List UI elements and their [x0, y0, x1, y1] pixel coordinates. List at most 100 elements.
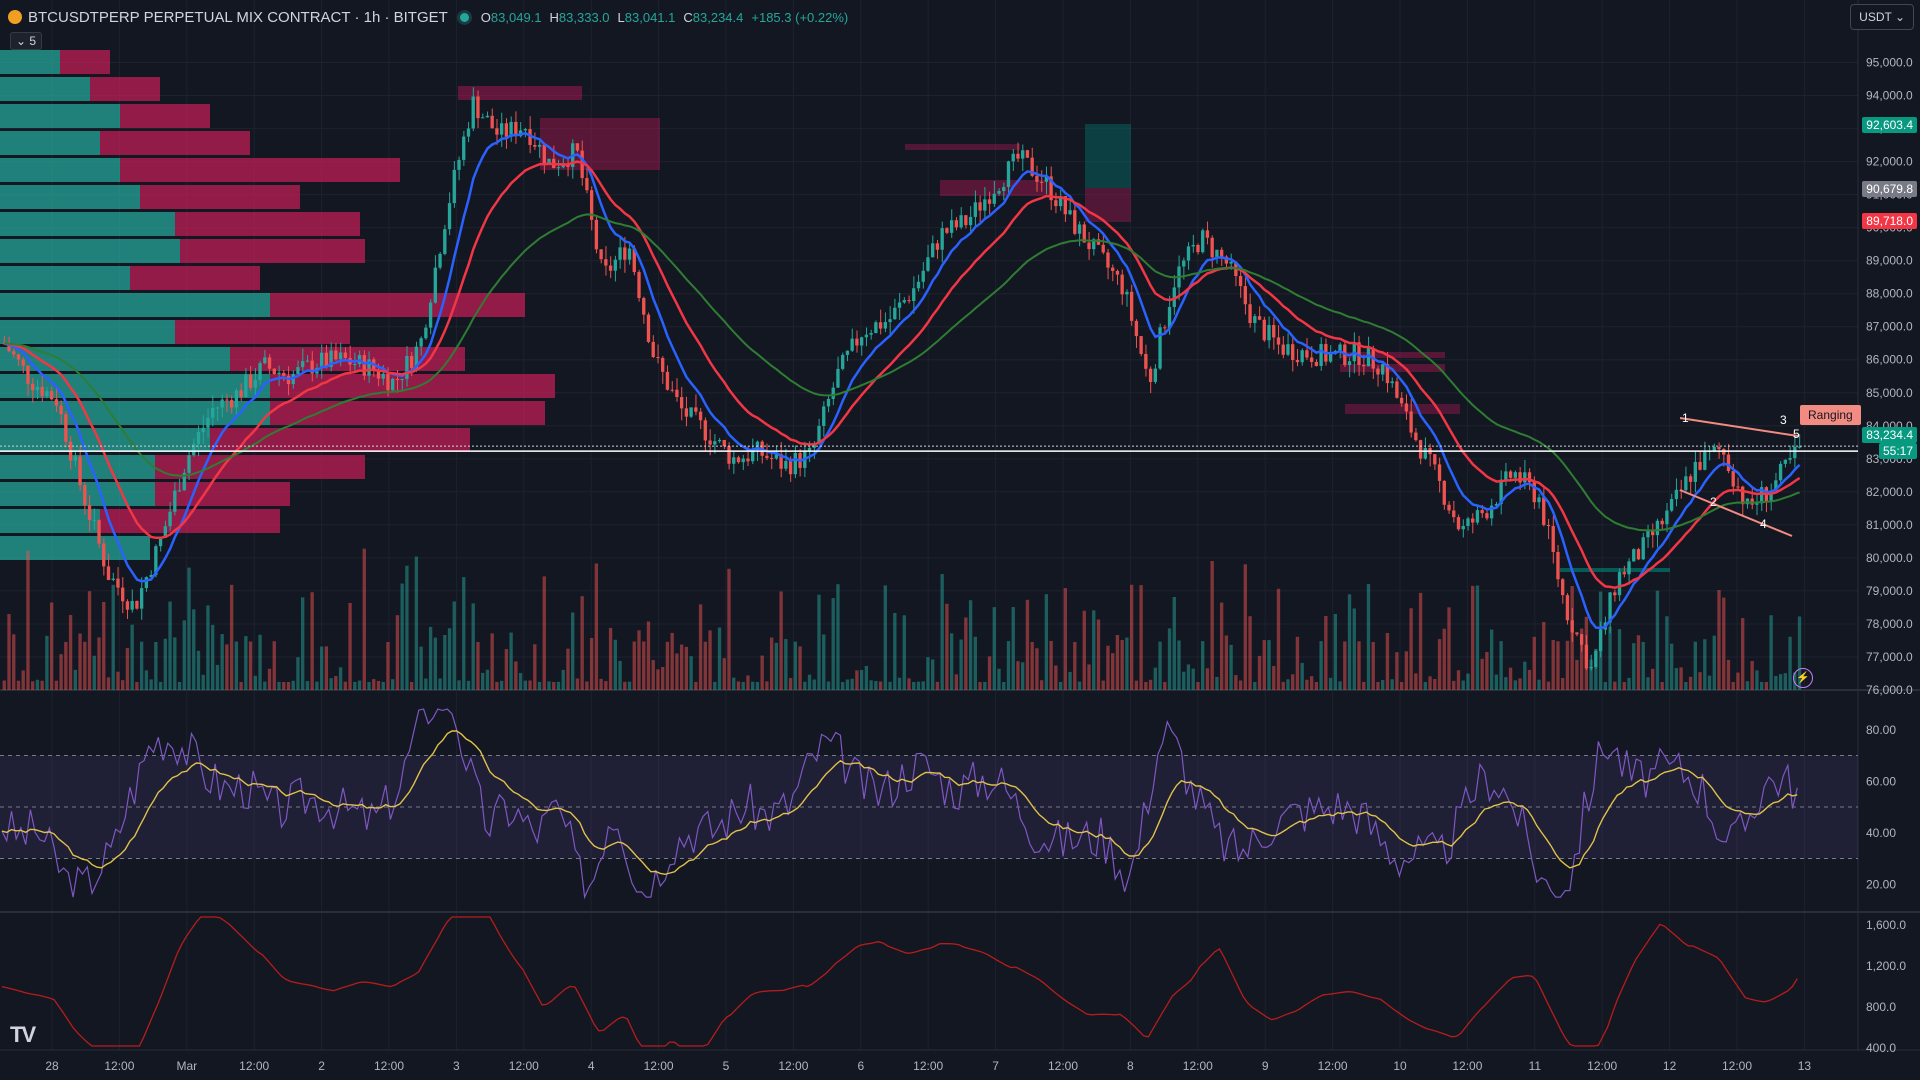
- volume-bar: [386, 642, 390, 690]
- volume-bar: [357, 680, 362, 690]
- candle-body: [613, 259, 617, 271]
- candle-body: [912, 288, 916, 301]
- candle-body: [485, 115, 490, 118]
- candle-body: [1054, 200, 1058, 207]
- volume-bar: [713, 681, 717, 690]
- volume-profile-sell: [90, 77, 160, 101]
- volume-bar: [481, 672, 485, 690]
- price-label-3: 89,718.0: [1862, 213, 1917, 229]
- low-value: 83,041.1: [624, 9, 676, 25]
- volume-bar: [135, 681, 139, 690]
- candle-body: [310, 360, 314, 374]
- tradingview-logo[interactable]: TV: [10, 1022, 36, 1047]
- time-tick: 10: [1393, 1059, 1407, 1073]
- volume-bar: [1636, 635, 1641, 690]
- volume-bar: [1025, 599, 1030, 690]
- candle-body: [1257, 316, 1262, 320]
- candle-body: [1077, 224, 1082, 234]
- volume-bar: [1276, 588, 1281, 690]
- currency-select[interactable]: USDT ⌄: [1850, 4, 1914, 30]
- volume-bar: [471, 603, 475, 690]
- volume-bar: [817, 594, 821, 690]
- candle-body: [637, 272, 641, 299]
- candle-body: [376, 370, 381, 379]
- volume-bar: [35, 679, 40, 690]
- indicator-collapse-button[interactable]: ⌄ 5: [10, 32, 43, 50]
- candle-body: [935, 243, 940, 250]
- alert-bolt-icon[interactable]: ⚡: [1793, 668, 1813, 688]
- candle-body: [220, 399, 224, 408]
- volume-bar: [414, 556, 419, 690]
- time-tick: 7: [992, 1059, 999, 1073]
- candle-body: [604, 259, 608, 266]
- candle-body: [921, 270, 925, 282]
- volume-bar: [26, 550, 30, 690]
- volume-bar: [1215, 676, 1219, 690]
- volume-bar: [599, 678, 603, 690]
- price-tick: 85,000.0: [1866, 386, 1913, 400]
- candle-body: [45, 391, 49, 397]
- time-tick: Mar: [176, 1059, 197, 1073]
- volume-bar: [87, 591, 92, 690]
- volume-bar: [1039, 680, 1044, 690]
- candle-body: [732, 457, 736, 464]
- candle-body: [1755, 503, 1759, 505]
- time-tick: 12:00: [104, 1059, 134, 1073]
- volume-bar: [362, 548, 366, 690]
- volume-bar: [49, 602, 54, 690]
- volume-bar: [1485, 652, 1489, 690]
- volume-bar: [916, 681, 921, 690]
- candle-body: [992, 193, 996, 204]
- volume-bar: [812, 679, 816, 690]
- candle-body: [135, 600, 139, 609]
- volume-profile-buy: [0, 185, 140, 209]
- volume-bar: [59, 654, 63, 690]
- candle-body: [1745, 498, 1750, 505]
- candle-body: [1129, 291, 1134, 321]
- volume-bar: [348, 602, 352, 690]
- time-tick: 12:00: [644, 1059, 674, 1073]
- volume-bar: [698, 604, 703, 690]
- volume-bar: [139, 641, 144, 690]
- candle-body: [481, 117, 485, 119]
- volume-bar: [855, 670, 859, 690]
- candle-body: [87, 505, 92, 521]
- volume-bar: [1096, 619, 1101, 690]
- candle-body: [940, 228, 944, 250]
- volume-bar: [1437, 639, 1442, 690]
- rsi-tick: 40.00: [1866, 826, 1896, 840]
- volume-bar: [1234, 675, 1238, 690]
- candle-body: [741, 458, 745, 463]
- volume-bar: [158, 681, 163, 690]
- candle-body: [831, 387, 835, 399]
- candle-body: [850, 338, 854, 351]
- volume-bar: [452, 601, 456, 690]
- volume-bar: [144, 670, 149, 690]
- volume-bar: [1002, 681, 1006, 690]
- candle-body: [92, 519, 96, 521]
- osc-tick: 1,600.0: [1866, 918, 1906, 932]
- volume-bar: [1243, 564, 1247, 690]
- candle-body: [997, 191, 1001, 194]
- candle-body: [523, 129, 527, 131]
- candle-body: [1030, 157, 1034, 176]
- volume-bar: [575, 678, 580, 690]
- candle-body: [1542, 497, 1546, 525]
- candle-body: [703, 420, 707, 441]
- candle-body: [1788, 458, 1792, 460]
- volume-profile-sell: [60, 50, 110, 74]
- candle-body: [438, 253, 442, 268]
- candle-body: [97, 519, 101, 544]
- candle-body: [443, 229, 447, 254]
- candle-body: [1125, 291, 1129, 295]
- volume-bar: [177, 681, 182, 690]
- volume-bar: [1641, 641, 1645, 690]
- volume-bar: [154, 642, 158, 690]
- volume-bar: [1461, 680, 1465, 690]
- volume-bar: [585, 681, 589, 690]
- symbol-title[interactable]: BTCUSDTPERP PERPETUAL MIX CONTRACT · 1h …: [28, 8, 448, 26]
- candle-body: [466, 128, 471, 137]
- volume-bar: [499, 680, 504, 690]
- candle-body: [49, 391, 54, 400]
